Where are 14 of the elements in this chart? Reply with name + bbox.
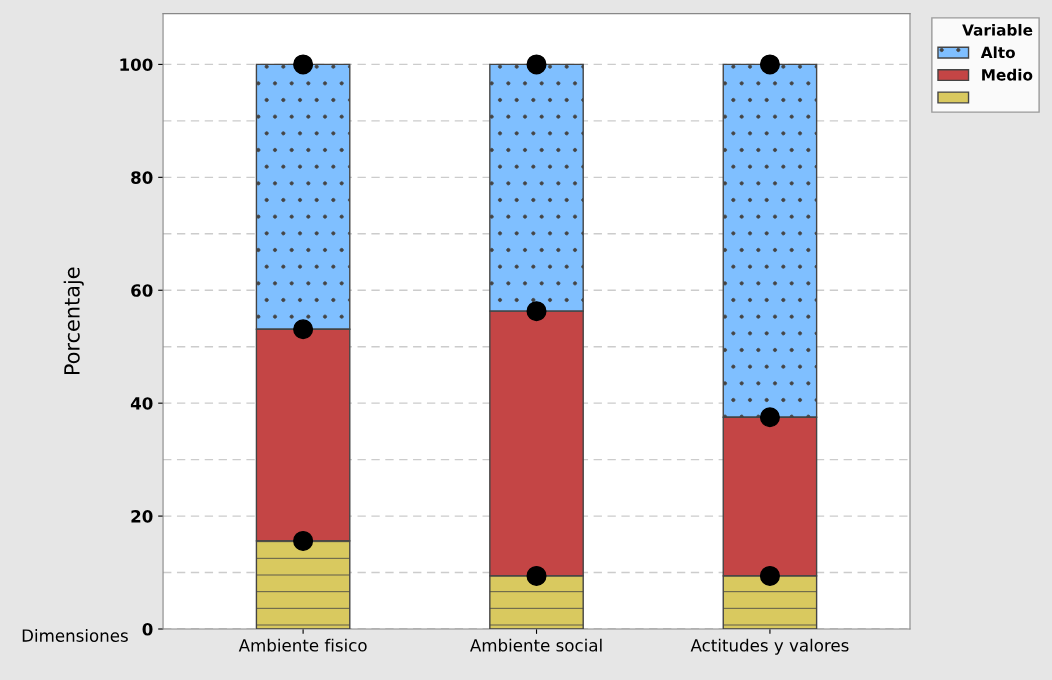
x-axis-title: Dimensiones bbox=[22, 629, 128, 642]
y-tick-label: 40 bbox=[130, 397, 153, 410]
legend-label: Medio bbox=[982, 68, 1033, 81]
legend-label: Alto bbox=[980, 46, 1015, 59]
x-tick-label: Ambiente social bbox=[470, 638, 602, 652]
y-tick-label: 60 bbox=[131, 284, 153, 297]
x-tick-label: Actitudes y valores bbox=[690, 638, 849, 655]
y-axis-title: Porcentaje bbox=[63, 267, 84, 375]
legend-title: Variable bbox=[962, 23, 1033, 36]
y-tick-label: 80 bbox=[131, 171, 153, 184]
y-tick-label: 20 bbox=[131, 510, 153, 523]
y-tick-label: 100 bbox=[120, 58, 153, 71]
x-tick-label: Ambiente fisico bbox=[238, 638, 367, 652]
y-tick-label: 0 bbox=[142, 622, 153, 636]
